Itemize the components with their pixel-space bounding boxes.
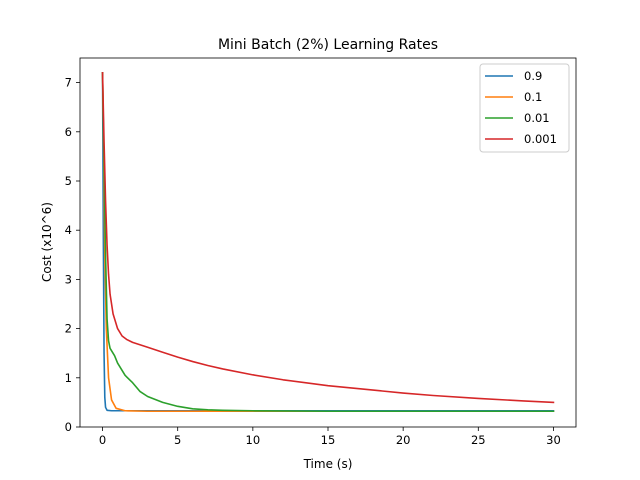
y-axis-label: Cost (x10^6) (40, 202, 54, 282)
legend-label-1: 0.1 (524, 90, 542, 104)
legend-label-2: 0.01 (524, 111, 550, 125)
x-axis-label: Time (s) (303, 457, 353, 471)
y-tick-label-1: 1 (65, 371, 72, 385)
series-line-2 (101, 71, 555, 413)
x-tick-label-1: 5 (174, 433, 181, 447)
x-axis-ticks: 0 5 10 15 20 25 30 (99, 427, 561, 447)
y-tick-label-6: 6 (65, 125, 72, 139)
x-tick-label-0: 0 (99, 433, 106, 447)
x-tick-label-6: 30 (546, 433, 561, 447)
series-line-3 (101, 71, 555, 404)
y-tick-label-3: 3 (65, 272, 72, 286)
legend-label-3: 0.001 (524, 132, 557, 146)
x-tick-label-3: 15 (321, 433, 336, 447)
y-axis-ticks: 0 1 2 3 4 5 6 7 (65, 76, 80, 434)
x-tick-label-2: 10 (246, 433, 261, 447)
series-group (101, 71, 555, 413)
y-tick-label-7: 7 (65, 76, 72, 90)
y-tick-label-4: 4 (65, 223, 72, 237)
legend-frame (479, 63, 570, 153)
x-tick-label-4: 20 (396, 433, 411, 447)
y-tick-label-0: 0 (65, 420, 72, 434)
y-tick-label-5: 5 (65, 174, 72, 188)
chart-title: Mini Batch (2%) Learning Rates (218, 37, 438, 53)
x-tick-label-5: 25 (471, 433, 486, 447)
y-tick-label-2: 2 (65, 322, 72, 336)
legend-label-0: 0.9 (524, 69, 542, 83)
legend: 0.9 0.1 0.01 0.001 (479, 63, 570, 153)
